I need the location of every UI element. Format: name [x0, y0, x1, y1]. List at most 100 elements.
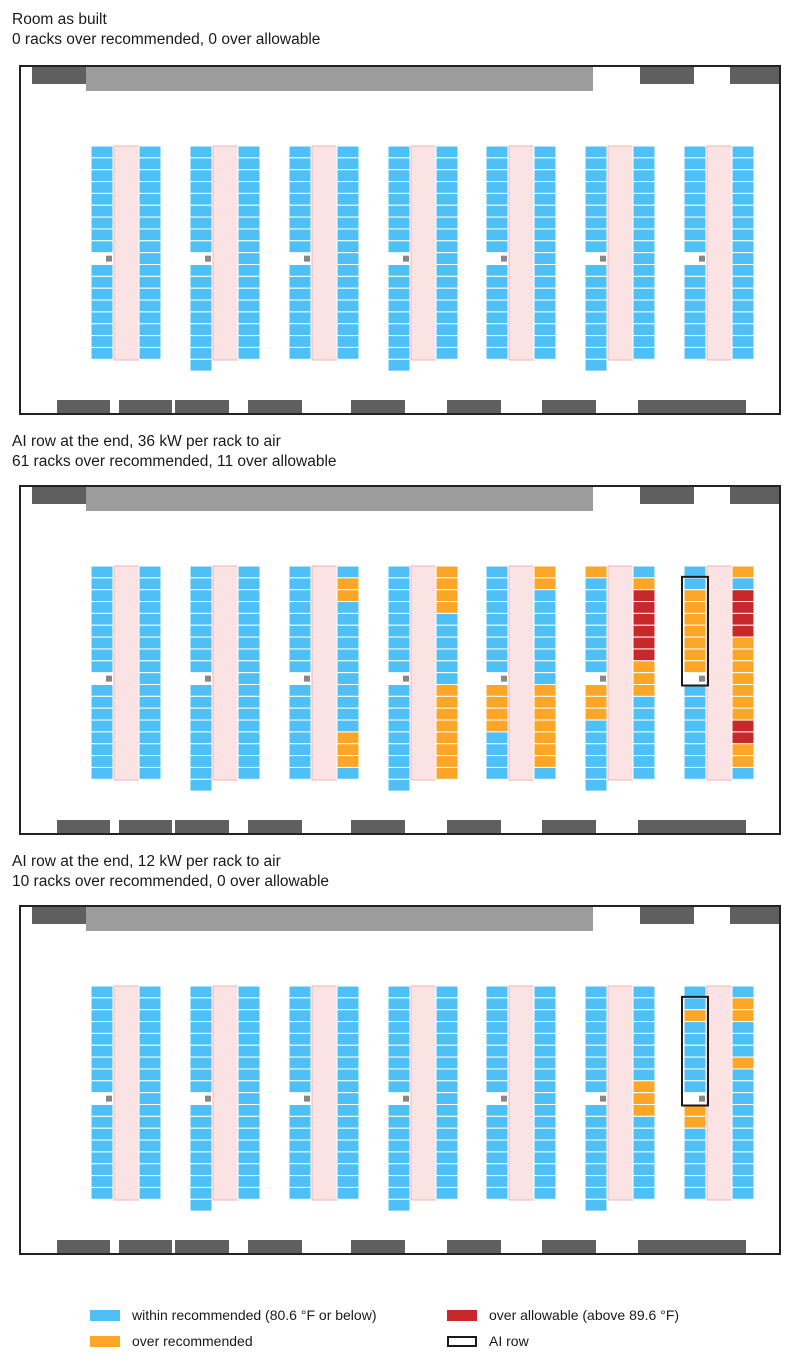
rack	[237, 346, 261, 360]
rack	[288, 216, 312, 230]
rack	[90, 287, 114, 301]
hot-aisle	[212, 985, 239, 1201]
rack	[189, 1104, 213, 1117]
rack	[288, 335, 312, 348]
rack	[683, 997, 707, 1011]
rack	[189, 157, 213, 171]
hot-aisle	[508, 565, 535, 781]
rack	[138, 1021, 162, 1034]
rack	[632, 648, 656, 662]
rack	[189, 731, 213, 745]
rack	[288, 577, 312, 591]
rack	[237, 601, 261, 614]
rack	[237, 181, 261, 194]
rack	[288, 1139, 312, 1153]
rack	[533, 204, 557, 218]
rack	[288, 311, 312, 325]
rack	[387, 684, 411, 697]
rack	[90, 612, 114, 626]
rack	[237, 1068, 261, 1082]
rack	[237, 275, 261, 289]
rack	[632, 287, 656, 301]
rack	[485, 216, 509, 230]
rack	[90, 985, 114, 999]
rack	[189, 311, 213, 325]
panel-1-title: Room as built	[12, 11, 107, 28]
hot-aisle	[410, 985, 437, 1201]
rack	[237, 1104, 261, 1117]
rack	[189, 1198, 213, 1212]
rack	[90, 719, 114, 733]
rack	[138, 1115, 162, 1129]
rack	[435, 1056, 459, 1070]
rack	[387, 1139, 411, 1153]
crac-unit	[692, 820, 746, 833]
rack	[237, 1163, 261, 1177]
rack	[485, 181, 509, 194]
rack	[584, 985, 608, 999]
rack	[533, 577, 557, 591]
rack	[584, 743, 608, 757]
rack	[435, 695, 459, 709]
rack	[387, 1115, 411, 1129]
rack	[533, 1032, 557, 1046]
rack	[683, 612, 707, 626]
legend: within recommended (80.6 °F or below) ov…	[90, 1300, 750, 1360]
hot-aisle	[311, 565, 338, 781]
rack	[584, 612, 608, 626]
rack	[485, 985, 509, 999]
rack	[237, 755, 261, 768]
rack	[632, 660, 656, 674]
rack	[731, 240, 755, 254]
rack	[336, 636, 360, 650]
rack	[683, 719, 707, 733]
panel-2-title-block: AI row at the end, 36 kW per rack to air…	[12, 432, 337, 472]
crac-unit	[692, 400, 746, 413]
rack	[336, 1092, 360, 1105]
rack	[485, 1021, 509, 1034]
rack	[533, 287, 557, 301]
rack	[533, 672, 557, 685]
rack	[632, 695, 656, 709]
rack	[336, 1080, 360, 1094]
column-post	[304, 1095, 310, 1102]
rack	[485, 719, 509, 733]
rack	[533, 264, 557, 277]
rack	[584, 299, 608, 313]
rack	[288, 204, 312, 218]
rack	[731, 1139, 755, 1153]
rack	[387, 157, 411, 171]
rack	[731, 145, 755, 159]
rack	[435, 719, 459, 733]
rack	[683, 169, 707, 183]
rack	[632, 589, 656, 603]
crac-unit	[248, 1240, 302, 1253]
column-post	[699, 1095, 705, 1102]
rack	[683, 577, 707, 591]
rack	[731, 1044, 755, 1058]
rack	[336, 192, 360, 206]
rack	[336, 169, 360, 183]
rack	[485, 145, 509, 159]
rack	[485, 612, 509, 626]
rack	[683, 204, 707, 218]
rack	[485, 1139, 509, 1153]
rack	[584, 346, 608, 360]
rack	[435, 1163, 459, 1177]
rack	[584, 1198, 608, 1212]
rack	[336, 589, 360, 603]
rack	[138, 719, 162, 733]
rack	[90, 169, 114, 183]
rack	[731, 1115, 755, 1129]
rack	[336, 252, 360, 265]
rack	[533, 1044, 557, 1058]
rack	[288, 1186, 312, 1200]
rack	[485, 1175, 509, 1188]
rack	[387, 997, 411, 1011]
rack	[237, 684, 261, 697]
rack	[632, 204, 656, 218]
rack	[435, 601, 459, 614]
rack	[237, 707, 261, 721]
rack	[731, 684, 755, 697]
rack	[237, 1032, 261, 1046]
